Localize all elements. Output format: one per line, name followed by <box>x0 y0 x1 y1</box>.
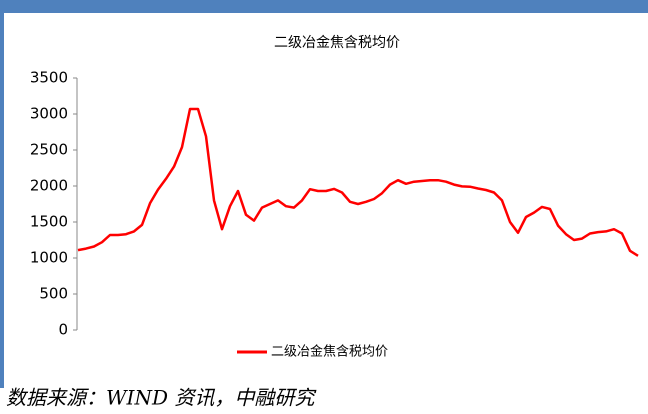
y-tick-label: 1500 <box>30 213 68 231</box>
y-tick-label: 2500 <box>30 141 68 159</box>
y-tick-label: 3000 <box>30 105 68 123</box>
y-tick-label: 1000 <box>30 249 68 267</box>
header-bar <box>0 0 648 13</box>
legend-label: 二级冶金焦含税均价 <box>271 344 388 360</box>
source-note: 数据来源：WIND 资讯，中融研究 <box>6 386 317 410</box>
line-series <box>77 107 639 257</box>
y-tick-label: 500 <box>39 285 68 303</box>
chart-title: 二级冶金焦含税均价 <box>274 35 400 51</box>
y-tick-label: 0 <box>58 321 68 339</box>
left-border <box>0 0 4 388</box>
y-tick-label: 3500 <box>30 69 68 87</box>
y-tick-label: 2000 <box>30 177 68 195</box>
